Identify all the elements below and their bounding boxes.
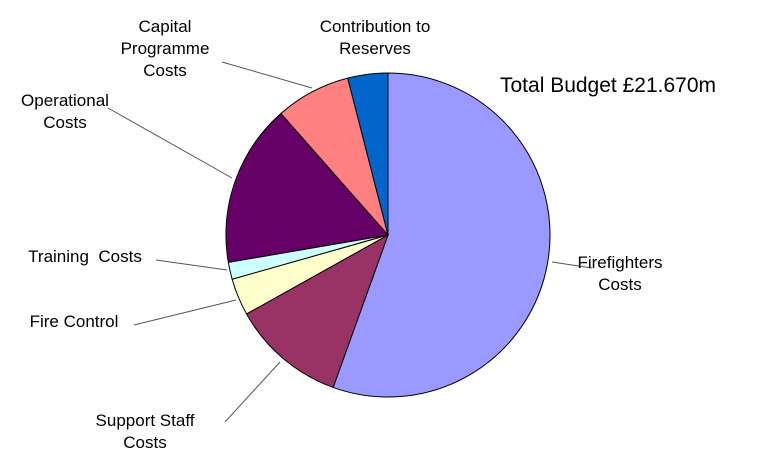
leader-line-4 <box>107 107 233 179</box>
slice-label-1: Support Staff Costs <box>80 410 210 454</box>
slice-label-4: Operational Costs <box>10 90 120 134</box>
slice-label-line: Contribution to <box>319 17 431 36</box>
pie-slice-1 <box>245 233 389 389</box>
slice-label-line: Costs <box>43 113 87 132</box>
slice-label-line: Operational <box>21 91 109 110</box>
slice-label-line: Firefighters <box>577 253 663 272</box>
slice-label-line: Capital <box>138 17 192 36</box>
leader-line-0 <box>551 261 593 269</box>
slice-label-3: Training Costs <box>10 246 160 268</box>
pie-slice-6 <box>347 72 389 236</box>
slice-label-line: Programme <box>120 39 210 58</box>
leader-line-3 <box>155 259 228 271</box>
slice-label-line: Support Staff <box>95 411 195 430</box>
pie-slice-4 <box>225 112 389 263</box>
slice-label-0: Firefighters Costs <box>560 252 680 296</box>
slice-label-6: Contribution to Reserves <box>300 16 450 60</box>
slice-label-2: Fire Control <box>14 311 134 333</box>
slice-label-5: Capital Programme Costs <box>95 16 235 82</box>
leader-line-2 <box>133 299 237 326</box>
slice-label-line: Costs <box>143 61 187 80</box>
slice-label-line: Fire Control <box>29 312 119 331</box>
slice-label-line: Costs <box>123 433 167 452</box>
leader-line-5 <box>221 61 313 89</box>
pie-slice-0 <box>332 72 551 398</box>
chart-title: Total Budget £21.670m <box>500 74 716 97</box>
slice-label-line: Reserves <box>339 39 411 58</box>
leader-line-1 <box>224 361 281 423</box>
slice-label-line: Costs <box>598 275 642 294</box>
slice-label-line: Training Costs <box>28 247 142 266</box>
